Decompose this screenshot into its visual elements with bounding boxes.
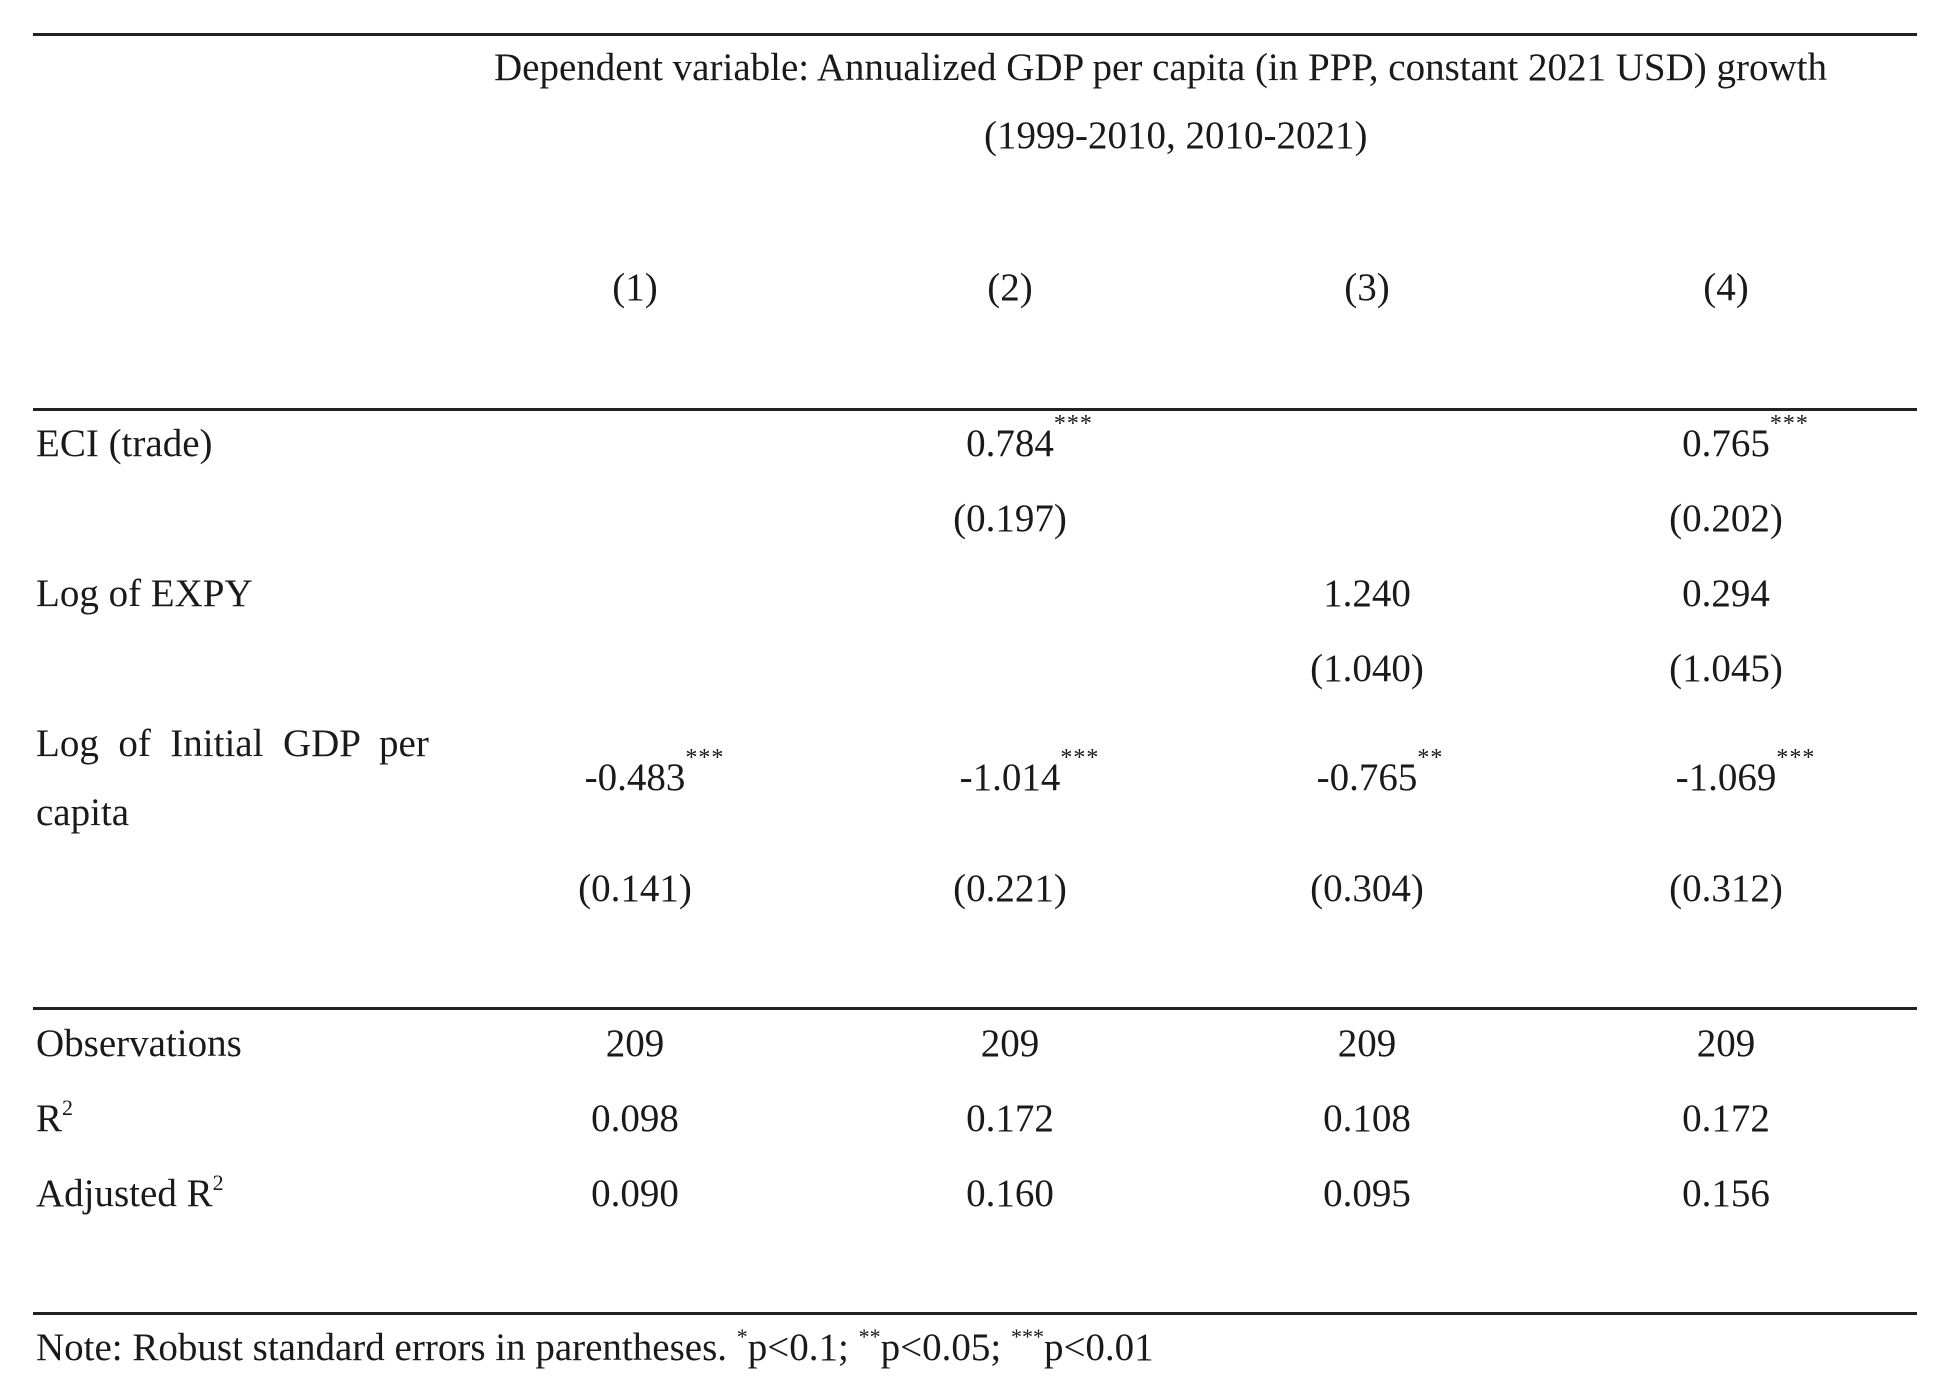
note-star-2: ** — [858, 1324, 881, 1349]
gdp-coef-value: -1.069 — [1675, 756, 1777, 799]
eci-coef-value: 0.765 — [1682, 422, 1770, 465]
r2-col4: 0.172 — [1682, 1097, 1770, 1140]
adjusted-r2-col4: 0.156 — [1682, 1172, 1770, 1215]
expy-coef-col4: 0.294 — [1682, 572, 1770, 615]
dependent-variable-line1: Dependent variable: Annualized GDP per c… — [494, 46, 1827, 89]
stat-label-r2: R2 — [36, 1097, 73, 1140]
note-prefix: Note: Robust standard errors in parenthe… — [36, 1326, 737, 1369]
eci-coef-col2: 0.784 *** — [860, 412, 1160, 465]
row-label-eci: ECI (trade) — [36, 422, 213, 465]
gdp-coef-value: -1.014 — [959, 756, 1061, 799]
gdp-coef-stars: *** — [1060, 745, 1100, 771]
r2-col1: 0.098 — [591, 1097, 679, 1140]
adjusted-r2-col3: 0.095 — [1323, 1172, 1411, 1215]
gdp-coef-stars: *** — [685, 745, 725, 771]
stat-label-adjusted-r2: Adjusted R2 — [36, 1172, 224, 1215]
observations-col4: 209 — [1696, 1022, 1756, 1065]
gdp-se-col2: (0.221) — [953, 867, 1067, 910]
gdp-coef-value: -0.765 — [1316, 756, 1418, 799]
eci-coef-col4: 0.765 *** — [1576, 412, 1876, 465]
adjusted-r2-label-text: Adjusted R — [36, 1172, 213, 1215]
gdp-se-col1: (0.141) — [578, 867, 692, 910]
row-label-expy: Log of EXPY — [36, 572, 253, 615]
observations-col2: 209 — [980, 1022, 1040, 1065]
observations-col3: 209 — [1337, 1022, 1397, 1065]
note-star-3: *** — [1010, 1324, 1044, 1349]
gdp-coef-stars: ** — [1417, 745, 1444, 771]
adjusted-r2-label-sup: 2 — [212, 1170, 224, 1195]
column-header-1: (1) — [612, 266, 658, 309]
row-label-gdp-line2: capita — [36, 791, 130, 834]
note-p1: p<0.1; — [747, 1326, 859, 1369]
r2-col2: 0.172 — [966, 1097, 1054, 1140]
note-p3: p<0.01 — [1043, 1326, 1154, 1369]
observations-col1: 209 — [605, 1022, 665, 1065]
eci-coef-stars: *** — [1053, 411, 1093, 437]
gdp-coef-col1: -0.483 *** — [485, 746, 785, 799]
gdp-se-col4: (0.312) — [1669, 867, 1783, 910]
r2-col3: 0.108 — [1323, 1097, 1411, 1140]
header-bottom-rule — [33, 408, 1917, 411]
expy-coef-col3: 1.240 — [1323, 572, 1411, 615]
eci-se-col4: (0.202) — [1669, 497, 1783, 540]
gdp-coef-col4: -1.069 *** — [1576, 746, 1876, 799]
adjusted-r2-col2: 0.160 — [966, 1172, 1054, 1215]
top-rule — [33, 33, 1917, 36]
note-p2: p<0.05; — [880, 1326, 1011, 1369]
table-note: Note: Robust standard errors in parenthe… — [36, 1326, 1154, 1369]
dependent-variable-line2: (1999-2010, 2010-2021) — [984, 114, 1368, 157]
body-bottom-rule — [33, 1007, 1917, 1010]
eci-coef-stars: *** — [1769, 411, 1809, 437]
adjusted-r2-col1: 0.090 — [591, 1172, 679, 1215]
column-header-3: (3) — [1344, 266, 1390, 309]
gdp-coef-value: -0.483 — [584, 756, 686, 799]
column-header-4: (4) — [1703, 266, 1749, 309]
eci-coef-value: 0.784 — [966, 422, 1054, 465]
stats-bottom-rule — [33, 1312, 1917, 1315]
gdp-coef-stars: *** — [1776, 745, 1816, 771]
gdp-se-col3: (0.304) — [1310, 867, 1424, 910]
eci-se-col2: (0.197) — [953, 497, 1067, 540]
column-header-2: (2) — [987, 266, 1033, 309]
gdp-coef-col2: -1.014 *** — [860, 746, 1160, 799]
note-star-1: * — [736, 1324, 748, 1349]
gdp-coef-col3: -0.765 ** — [1217, 746, 1517, 799]
expy-se-col4: (1.045) — [1669, 647, 1783, 690]
r2-label-text: R — [36, 1097, 63, 1140]
stat-label-observations: Observations — [36, 1022, 242, 1065]
row-label-gdp-line1: Log of Initial GDP per — [36, 722, 429, 765]
expy-se-col3: (1.040) — [1310, 647, 1424, 690]
r2-label-sup: 2 — [62, 1095, 74, 1120]
